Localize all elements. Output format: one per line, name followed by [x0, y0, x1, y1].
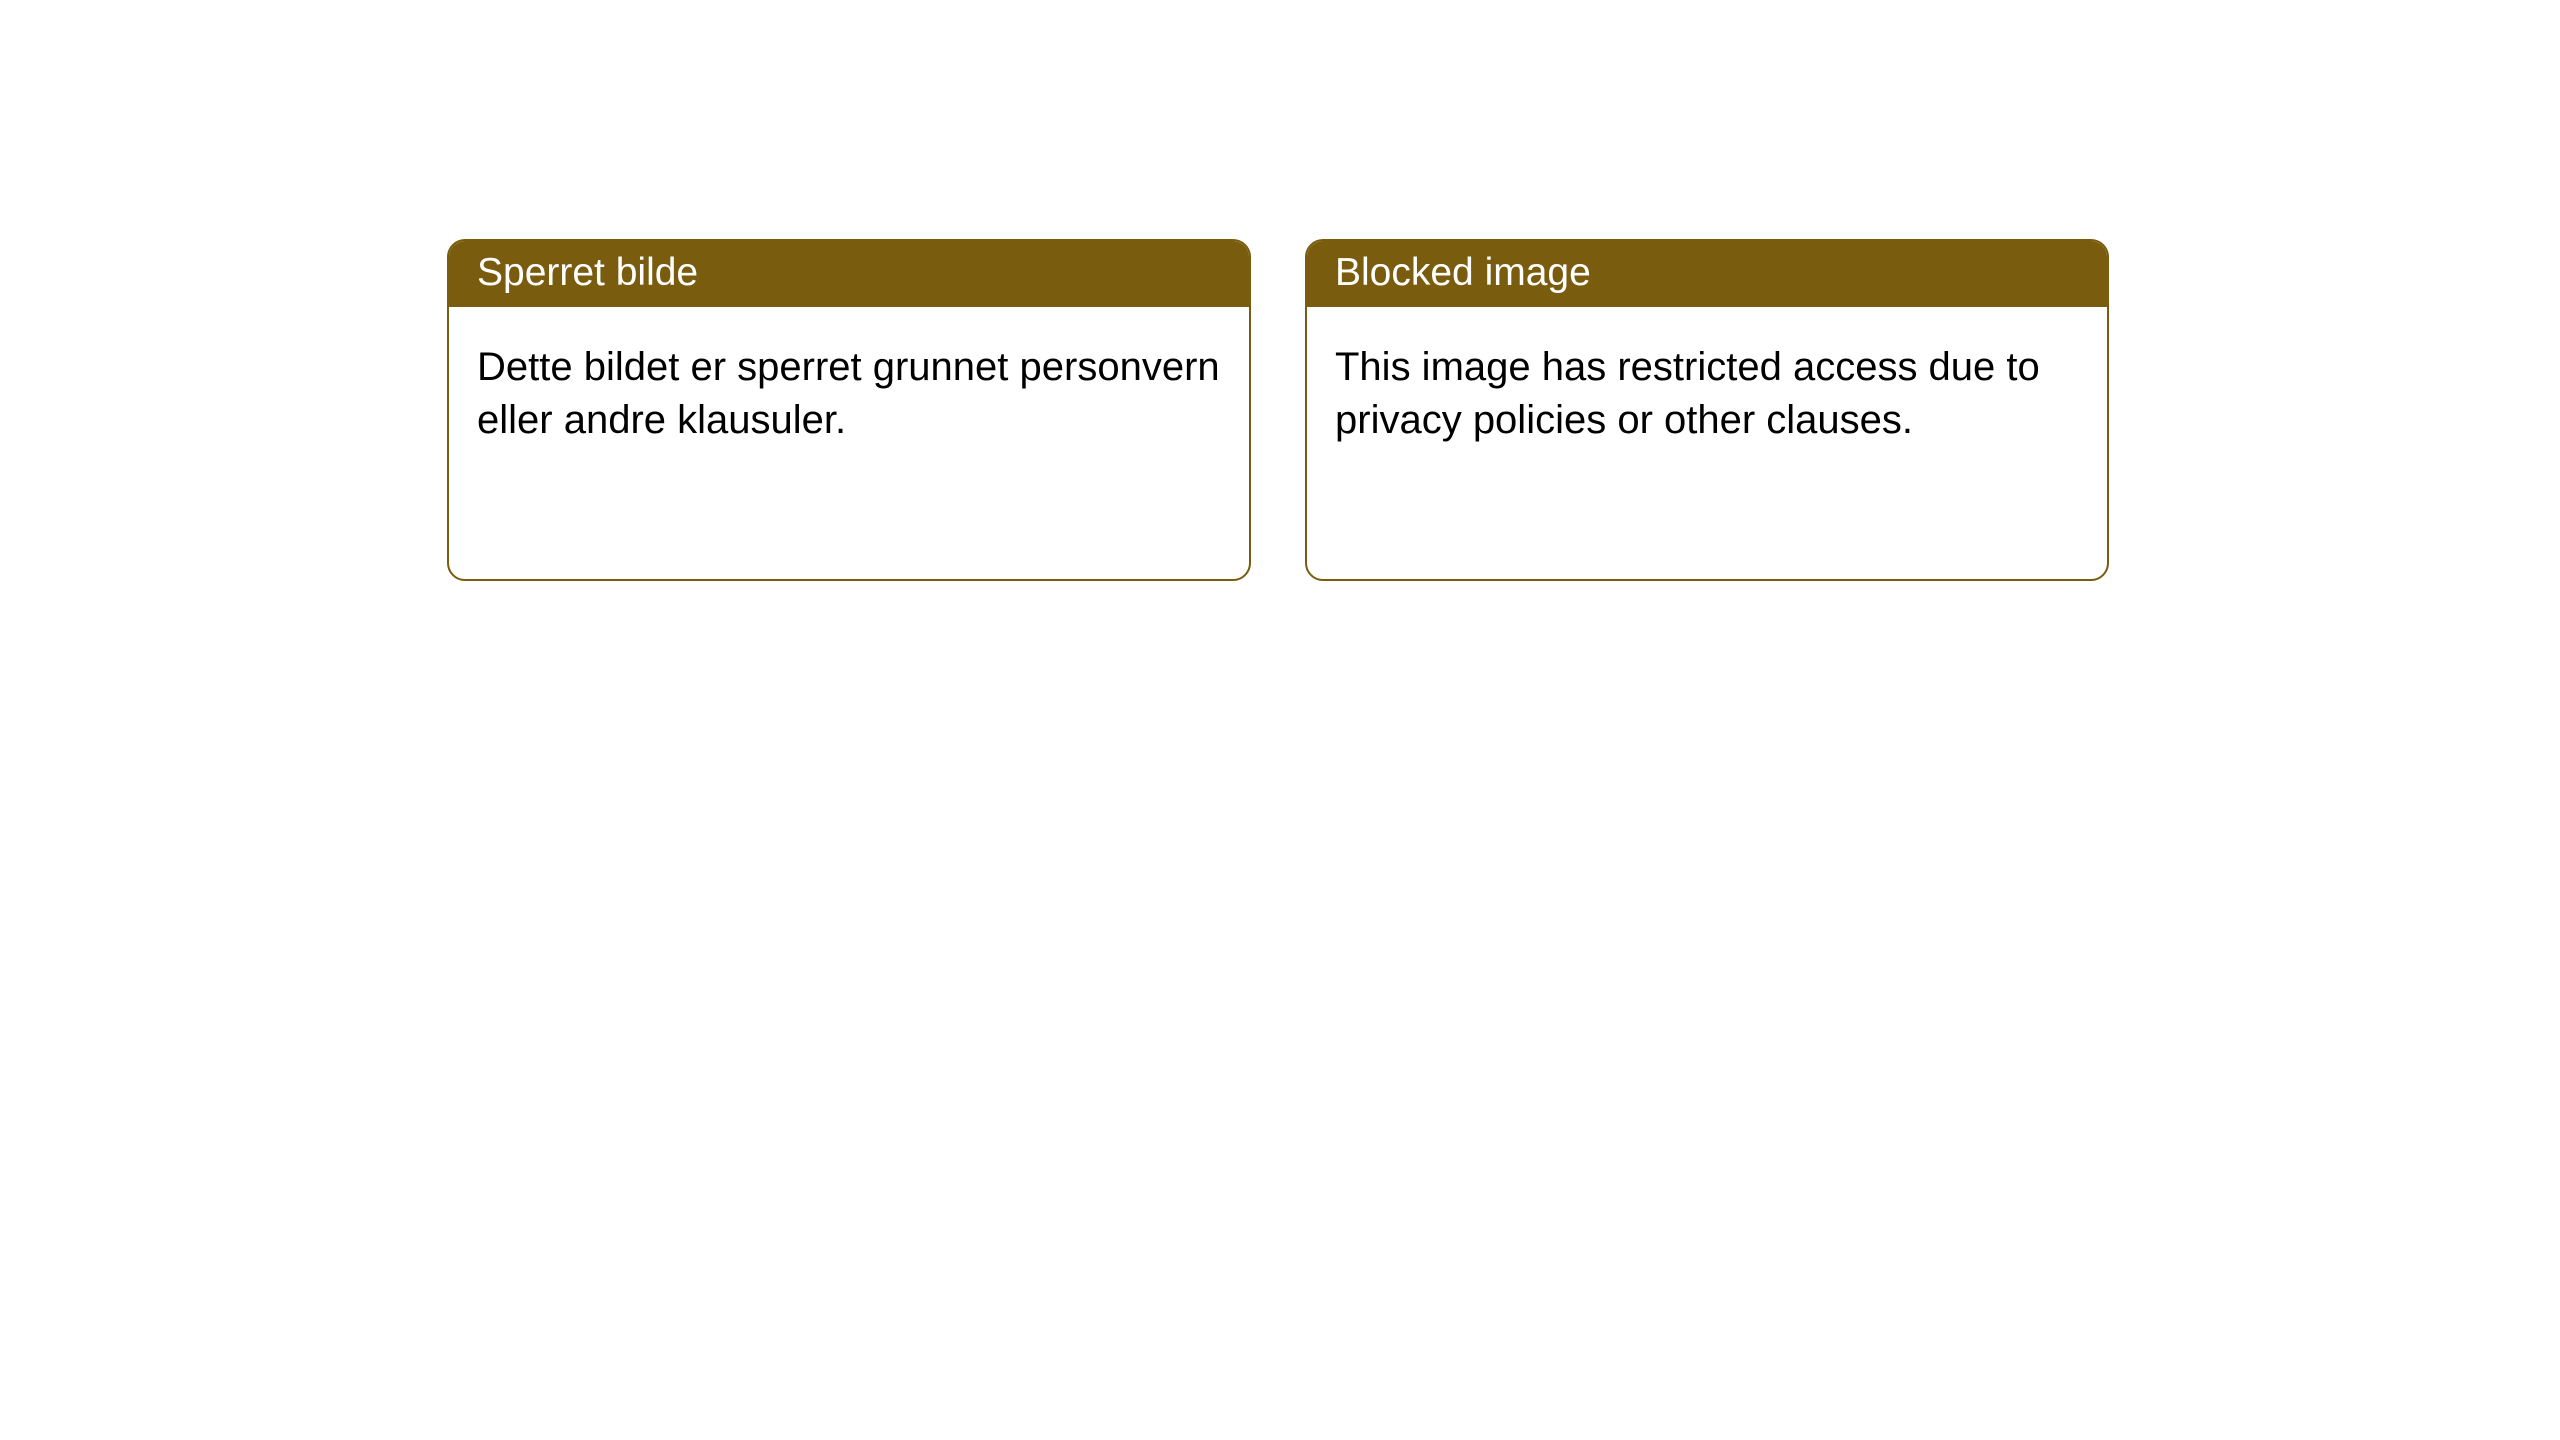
- notice-header-english: Blocked image: [1307, 241, 2107, 307]
- notice-cards-container: Sperret bilde Dette bildet er sperret gr…: [0, 0, 2560, 581]
- notice-body-english: This image has restricted access due to …: [1307, 307, 2107, 579]
- notice-card-english: Blocked image This image has restricted …: [1305, 239, 2109, 581]
- notice-header-norwegian: Sperret bilde: [449, 241, 1249, 307]
- notice-card-norwegian: Sperret bilde Dette bildet er sperret gr…: [447, 239, 1251, 581]
- notice-body-norwegian: Dette bildet er sperret grunnet personve…: [449, 307, 1249, 579]
